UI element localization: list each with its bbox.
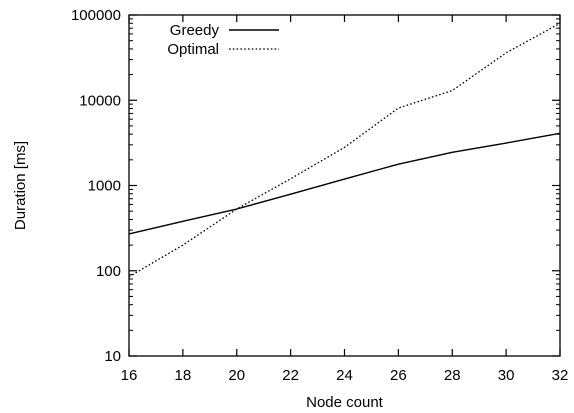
x-tick-label: 18 (175, 367, 192, 384)
y-tick-label: 100 (96, 263, 121, 280)
x-tick-label: 24 (336, 367, 353, 384)
x-tick-label: 16 (121, 367, 138, 384)
x-tick-label: 20 (228, 367, 245, 384)
y-axis: 10 100 1000 10000 100000 (71, 7, 560, 365)
plot-marks (128, 22, 561, 278)
series-line-greedy (128, 132, 561, 235)
series-line-optimal (128, 22, 561, 278)
x-tick-label: 28 (444, 367, 461, 384)
x-tick-label: 22 (282, 367, 299, 384)
x-tick-label: 26 (390, 367, 407, 384)
y-axis-title: Duration [ms] (12, 141, 29, 230)
y-tick-label: 10000 (79, 92, 121, 109)
x-tick-label: 30 (498, 367, 515, 384)
legend: Greedy Optimal (167, 22, 279, 58)
legend-label-greedy: Greedy (170, 22, 220, 39)
y-tick-label: 1000 (88, 178, 121, 195)
plot-frame (128, 14, 561, 357)
y-tick-label: 100000 (71, 7, 121, 24)
legend-label-optimal: Optimal (167, 41, 219, 58)
x-axis: 16 18 20 22 24 26 28 30 32 (121, 15, 569, 384)
x-axis-title: Node count (306, 394, 384, 411)
x-tick-label: 32 (552, 367, 569, 384)
y-tick-label: 10 (104, 348, 121, 365)
